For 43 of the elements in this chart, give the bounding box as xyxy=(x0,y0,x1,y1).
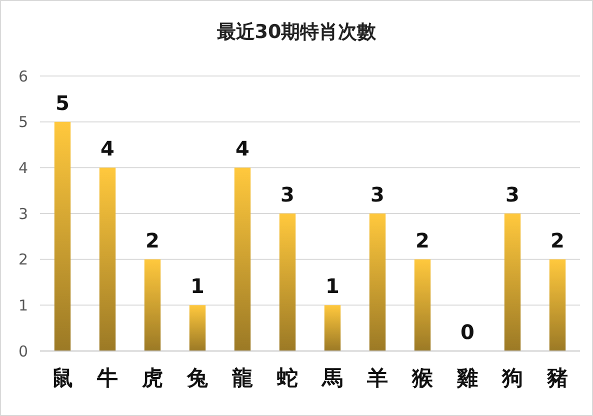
bar xyxy=(549,259,566,351)
bar xyxy=(414,259,431,351)
y-tick-label: 6 xyxy=(18,67,28,86)
data-label: 2 xyxy=(550,228,564,252)
x-tick-label: 牛 xyxy=(96,366,118,390)
bar xyxy=(369,214,386,351)
data-label: 1 xyxy=(190,274,204,298)
x-tick-label: 蛇 xyxy=(276,366,298,390)
data-label: 3 xyxy=(280,182,294,206)
x-tick-label: 鼠 xyxy=(52,366,73,390)
data-label: 3 xyxy=(370,182,384,206)
data-label: 0 xyxy=(460,320,474,344)
y-tick-label: 0 xyxy=(18,342,28,360)
data-label: 2 xyxy=(146,228,160,252)
chart-title: 最近30期特肖次數 xyxy=(216,21,378,43)
bar xyxy=(144,259,161,351)
bar xyxy=(54,122,71,351)
x-tick-label: 羊 xyxy=(366,366,388,390)
x-tick-label: 雞 xyxy=(456,366,478,390)
y-tick-label: 3 xyxy=(18,204,28,223)
data-label: 3 xyxy=(506,182,520,206)
bar xyxy=(189,305,206,351)
x-tick-label: 虎 xyxy=(141,366,163,390)
x-tick-label: 豬 xyxy=(546,366,568,390)
data-label: 1 xyxy=(326,274,340,298)
data-label: 2 xyxy=(416,228,430,252)
bar xyxy=(504,214,521,351)
data-label: 4 xyxy=(236,136,250,161)
y-tick-label: 1 xyxy=(18,296,28,314)
x-tick-label: 猴 xyxy=(411,366,434,390)
data-label: 5 xyxy=(56,90,70,115)
bar xyxy=(324,305,341,351)
x-tick-label: 兔 xyxy=(186,366,209,390)
bar xyxy=(99,168,116,351)
x-tick-label: 龍 xyxy=(231,366,253,390)
x-tick-label: 馬 xyxy=(321,366,343,390)
data-label: 4 xyxy=(100,136,114,161)
y-tick-label: 5 xyxy=(18,113,28,132)
bar xyxy=(279,214,296,351)
bar xyxy=(234,168,251,351)
x-tick-label: 狗 xyxy=(501,366,523,390)
y-tick-label: 2 xyxy=(18,250,28,269)
y-tick-label: 4 xyxy=(18,158,28,177)
